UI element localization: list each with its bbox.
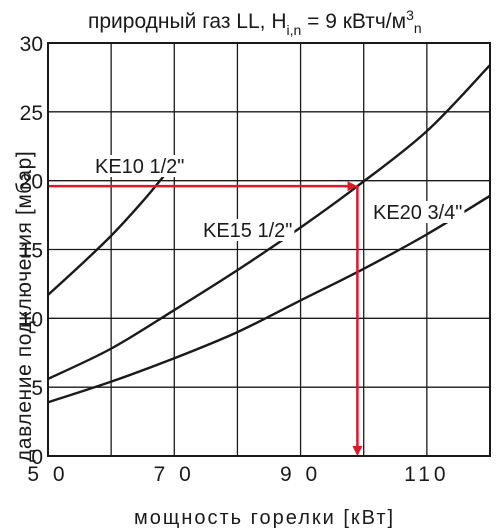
reading-annotation [48,181,363,456]
x-tick-label: 7 0 [154,463,195,486]
series-label: KE10 1/2" [95,156,184,178]
title-main: природный газ LL, H [88,10,287,33]
series-line [47,64,491,380]
tick-labels: 0 5 10 15 20 25 30 5 0 7 0 9 0 110 [20,33,449,486]
series-label: KE15 1/2" [203,220,292,242]
series-label-background [93,155,187,177]
y-tick-label: 25 [20,102,43,125]
y-axis-label: давление подключения [мбар] [13,151,36,462]
series-label-background [201,219,295,241]
y-tick-label: 10 [20,308,43,331]
series-label: KE20 3/4" [373,202,462,224]
y-tick-label: 0 [31,446,43,469]
plot-frame [47,42,491,457]
x-tick-label: 9 0 [280,463,321,486]
series-line [47,170,169,296]
title-subscript: i,n [287,22,302,38]
title-subscript-2: n [414,20,422,36]
chart-title: природный газ LL, Hi,n = 9 кВтч/м3n [88,7,422,38]
series-label-background [371,201,465,223]
series-line [47,194,491,404]
y-tick-label: 15 [20,240,43,263]
x-axis-label: мощность горелки [кВт] [134,507,395,529]
y-tick-label: 5 [31,377,43,400]
series-curves: KE10 1/2" KE15 1/2" KE20 3/4" [47,64,491,404]
x-tick-label: 5 0 [27,463,68,486]
title-superscript: 3 [406,7,414,23]
title-rest: = 9 кВтч/м [301,10,406,33]
y-tick-label: 30 [20,33,43,56]
y-tick-label: 20 [20,171,43,194]
x-tick-label: 110 [404,463,449,486]
